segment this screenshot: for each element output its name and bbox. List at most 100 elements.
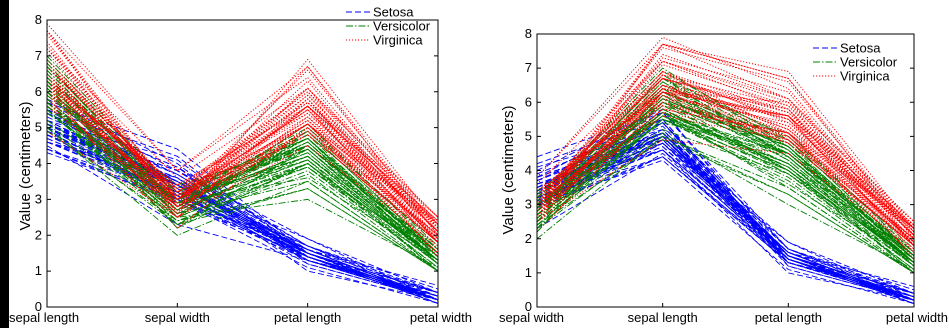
- line-virginica: [46, 66, 439, 225]
- line-setosa: [46, 116, 439, 301]
- line-versicolor: [536, 135, 915, 274]
- y-tick-label: 8: [525, 26, 532, 41]
- y-tick-label: 3: [525, 197, 532, 212]
- y-tick-label: 8: [35, 12, 42, 27]
- line-virginica: [46, 59, 439, 225]
- line-versicolor: [536, 118, 915, 274]
- line-versicolor: [46, 109, 439, 272]
- y-tick-label: 1: [35, 263, 42, 278]
- line-virginica: [46, 80, 439, 222]
- left-edge-bar: [0, 0, 9, 328]
- x-tick-label: petal length: [755, 310, 822, 325]
- line-virginica: [46, 80, 439, 218]
- left-chart-ylabel: Value (centimeters): [17, 102, 34, 231]
- line-versicolor: [536, 132, 915, 270]
- line-virginica: [536, 43, 915, 229]
- x-tick-label: sepal width: [145, 310, 210, 325]
- x-tick-label: petal width: [410, 310, 472, 325]
- y-tick-label: 5: [525, 128, 532, 143]
- line-setosa: [46, 127, 439, 294]
- line-virginica: [46, 77, 439, 233]
- y-tick-label: 2: [35, 227, 42, 242]
- y-tick-label: 6: [35, 84, 42, 99]
- y-tick-label: 4: [35, 156, 42, 171]
- line-setosa: [536, 111, 915, 298]
- y-tick-label: 6: [525, 94, 532, 109]
- line-virginica: [536, 101, 915, 257]
- line-setosa: [536, 135, 915, 301]
- right-chart-lines: [536, 36, 915, 305]
- line-virginica: [536, 105, 915, 246]
- right-chart-ylabel: Value (centimeters): [500, 106, 517, 235]
- line-virginica: [536, 77, 915, 223]
- y-tick-label: 5: [35, 120, 42, 135]
- line-setosa: [46, 127, 439, 286]
- line-virginica: [536, 77, 915, 226]
- line-virginica: [46, 77, 439, 225]
- y-tick-label: 4: [525, 163, 532, 178]
- line-virginica: [46, 30, 439, 225]
- line-versicolor: [46, 109, 439, 268]
- x-tick-label: sepal length: [628, 310, 698, 325]
- line-virginica: [536, 108, 915, 243]
- line-setosa: [536, 108, 915, 301]
- series-virginica: [536, 36, 915, 260]
- x-tick-label: petal width: [886, 310, 948, 325]
- line-virginica: [536, 101, 915, 246]
- line-versicolor: [536, 98, 915, 267]
- line-versicolor: [46, 109, 439, 265]
- line-virginica: [536, 43, 915, 240]
- line-virginica: [46, 66, 439, 243]
- legend-label-virginica: Virginica: [840, 69, 890, 84]
- line-virginica: [536, 74, 915, 229]
- line-versicolor: [536, 128, 915, 260]
- line-setosa: [46, 141, 439, 301]
- line-versicolor: [536, 118, 915, 270]
- y-tick-label: 3: [35, 191, 42, 206]
- left-chart-y-ticks: 0 1 2 3 4 5 6 7 8: [35, 12, 438, 314]
- legend-label-setosa: Setosa: [373, 5, 414, 20]
- line-virginica: [536, 36, 915, 240]
- line-virginica: [46, 66, 439, 233]
- line-virginica: [536, 88, 915, 233]
- line-virginica: [46, 62, 439, 225]
- legend-label-virginica: Virginica: [373, 33, 423, 48]
- left-parallel-coordinates-chart: 0 1 2 3 4 5 6 7 8 sepal length sepal width petal l…: [9, 5, 472, 326]
- line-virginica: [46, 87, 439, 258]
- line-versicolor: [46, 123, 439, 268]
- y-tick-label: 0: [525, 299, 532, 314]
- x-tick-label: sepal length: [9, 310, 79, 325]
- line-virginica: [46, 130, 439, 247]
- y-tick-label: 7: [525, 60, 532, 75]
- line-virginica: [46, 23, 439, 236]
- right-chart-y-ticks: 0 1 2 3 4 5 6 7 8: [525, 26, 914, 314]
- line-virginica: [536, 91, 915, 246]
- line-versicolor: [46, 59, 439, 254]
- line-versicolor: [536, 108, 915, 274]
- line-setosa: [536, 142, 915, 298]
- series-virginica: [46, 23, 439, 258]
- line-virginica: [536, 88, 915, 246]
- line-virginica: [536, 88, 915, 229]
- line-virginica: [46, 94, 439, 243]
- line-versicolor: [46, 127, 439, 272]
- line-versicolor: [46, 105, 439, 268]
- line-setosa: [536, 149, 915, 301]
- series-versicolor: [536, 67, 915, 274]
- legend-label-versicolor: Versicolor: [373, 19, 431, 34]
- y-tick-label: 0: [35, 299, 42, 314]
- left-chart-x-ticks: sepal length sepal width petal length petal…: [9, 303, 472, 325]
- y-tick-label: 2: [525, 231, 532, 246]
- line-setosa: [536, 149, 915, 301]
- line-virginica: [536, 64, 915, 236]
- line-setosa: [536, 152, 915, 298]
- line-virginica: [536, 77, 915, 246]
- y-tick-label: 1: [525, 265, 532, 280]
- line-virginica: [46, 34, 439, 233]
- line-versicolor: [536, 135, 915, 274]
- line-versicolor: [46, 109, 439, 261]
- line-virginica: [46, 48, 439, 243]
